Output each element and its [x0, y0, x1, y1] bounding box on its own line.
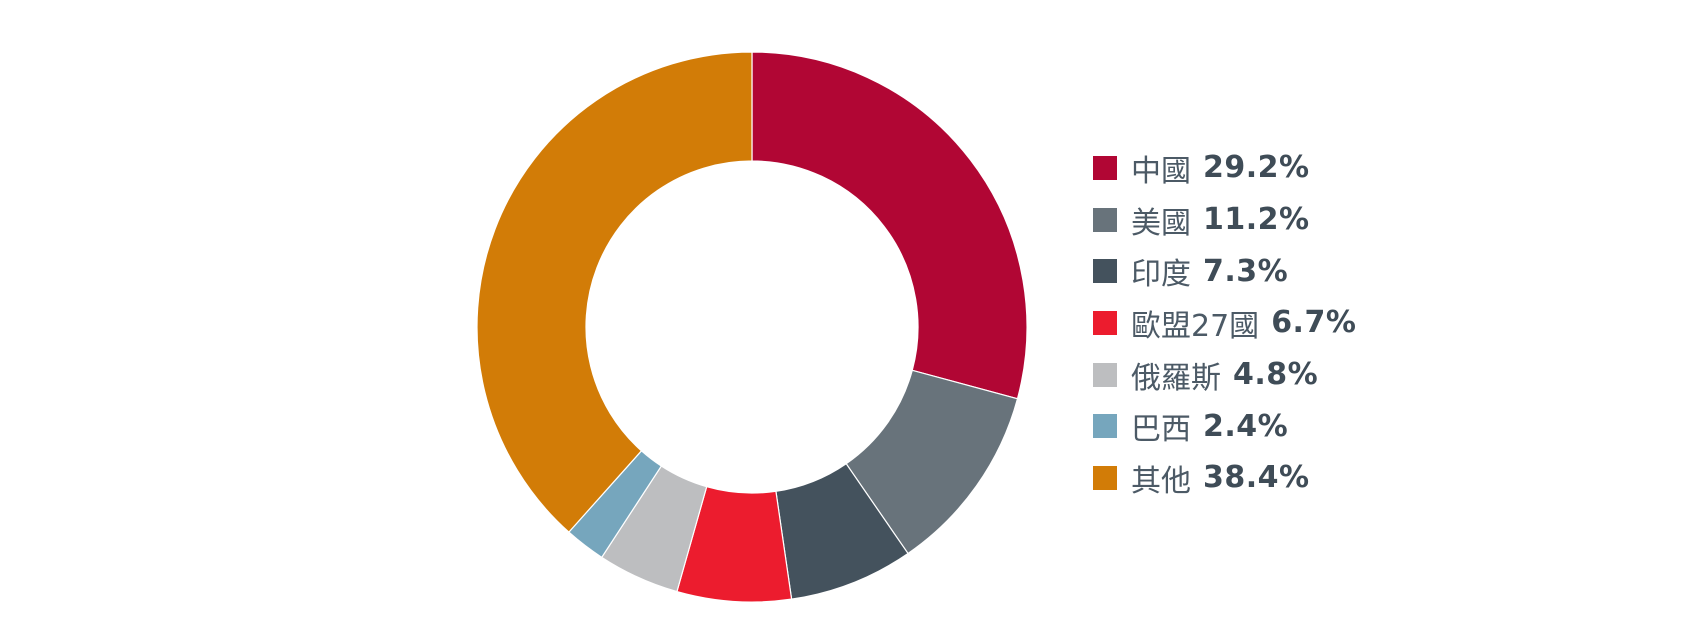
legend-value: 2.4%: [1203, 408, 1289, 444]
legend-label: 其他: [1131, 463, 1191, 499]
legend-item-russia: 俄羅斯 4.8%: [1093, 349, 1356, 401]
legend-item-others: 其他 38.4%: [1093, 452, 1356, 504]
legend-swatch: [1093, 414, 1117, 439]
legend-item-india: 印度 7.3%: [1093, 245, 1356, 297]
legend-label: 俄羅斯: [1131, 360, 1221, 396]
legend-value: 11.2%: [1203, 202, 1310, 238]
legend-swatch: [1093, 310, 1117, 335]
donut-slice-0: [751, 51, 1028, 400]
legend-value: 7.3%: [1203, 253, 1289, 289]
legend-swatch: [1093, 259, 1117, 284]
legend-swatch: [1093, 207, 1117, 232]
legend-swatch: [1093, 155, 1117, 180]
legend-item-china: 中國 29.2%: [1093, 142, 1356, 194]
legend-value: 29.2%: [1203, 150, 1310, 186]
legend-value: 38.4%: [1203, 460, 1310, 496]
legend-swatch: [1093, 465, 1117, 490]
legend-item-eu27: 歐盟27國 6.7%: [1093, 297, 1356, 349]
legend-swatch: [1093, 362, 1117, 387]
donut-slice-6: [476, 51, 753, 533]
legend-label: 歐盟27國: [1131, 308, 1260, 344]
legend-label: 中國: [1131, 153, 1191, 189]
chart-legend: 中國 29.2% 美國 11.2% 印度 7.3% 歐盟27國 6.7% 俄羅斯…: [1093, 142, 1356, 504]
legend-value: 4.8%: [1233, 357, 1319, 393]
legend-label: 美國: [1131, 205, 1191, 241]
legend-label: 巴西: [1131, 412, 1191, 448]
legend-label: 印度: [1131, 257, 1191, 293]
legend-item-brazil: 巴西 2.4%: [1093, 400, 1356, 452]
legend-value: 6.7%: [1271, 305, 1357, 341]
legend-item-usa: 美國 11.2%: [1093, 194, 1356, 246]
